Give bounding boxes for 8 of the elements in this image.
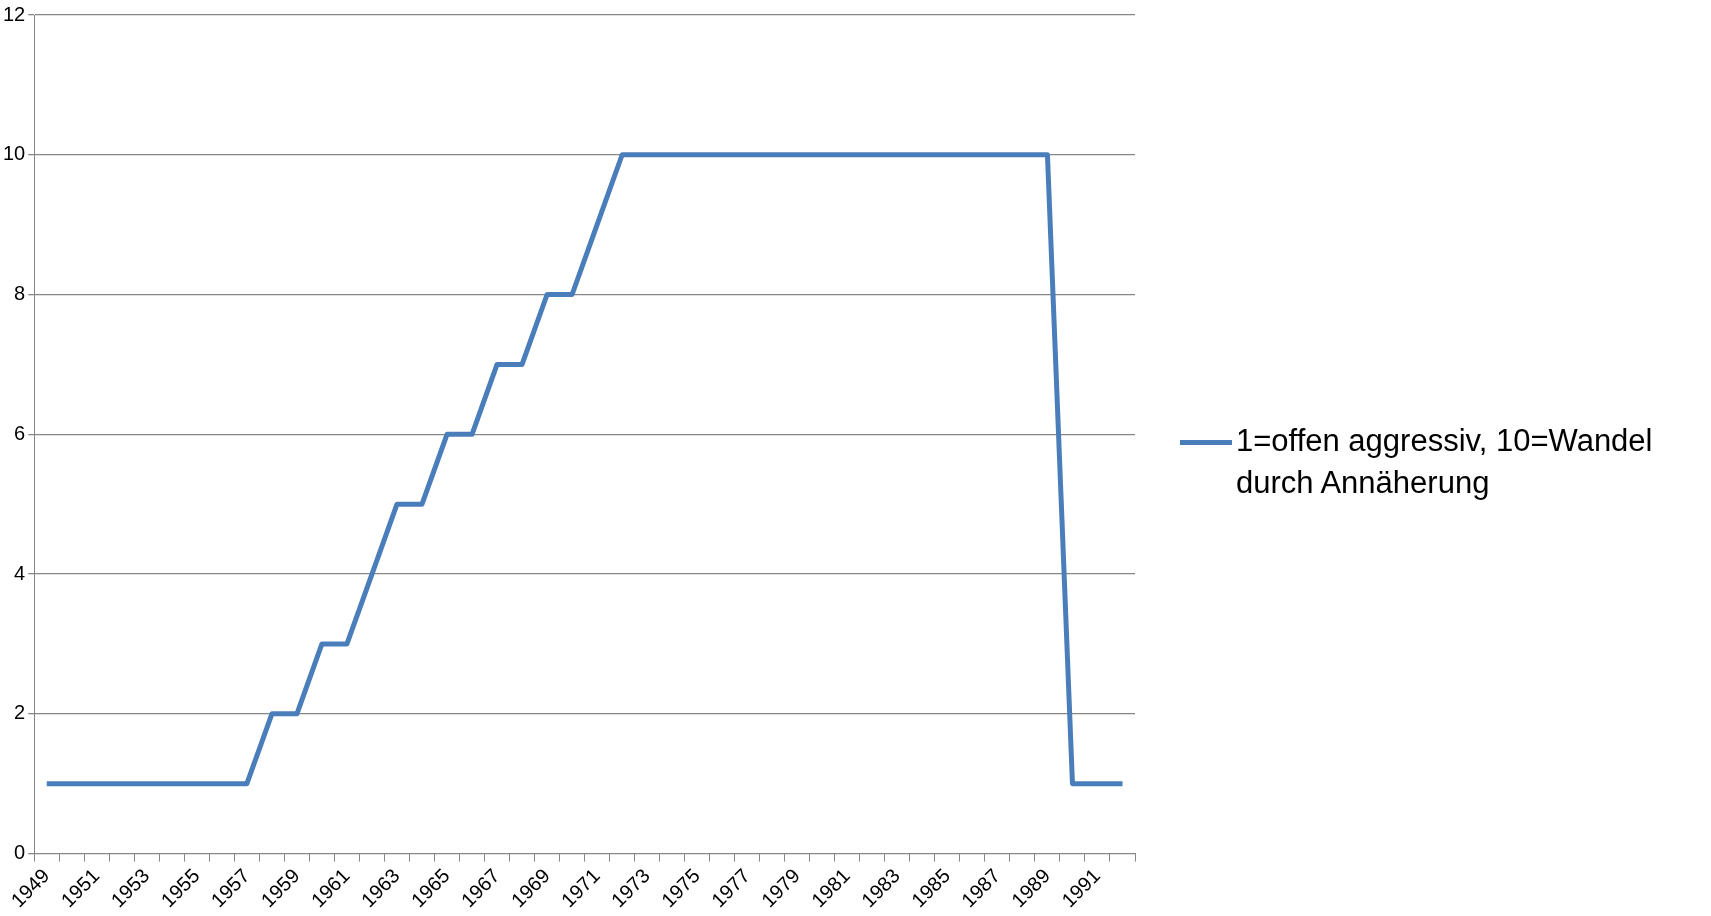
y-tick-label: 12	[3, 2, 26, 25]
y-tick-label: 2	[14, 701, 26, 724]
y-tick-label: 6	[14, 421, 26, 444]
y-tick-label: 8	[14, 282, 26, 305]
y-tick-label: 4	[14, 561, 26, 584]
y-tick-label: 0	[14, 841, 26, 864]
y-tick-label: 10	[3, 142, 26, 165]
legend-label: 1=offen aggressiv, 10=Wandel durch Annäherung	[1236, 422, 1654, 502]
